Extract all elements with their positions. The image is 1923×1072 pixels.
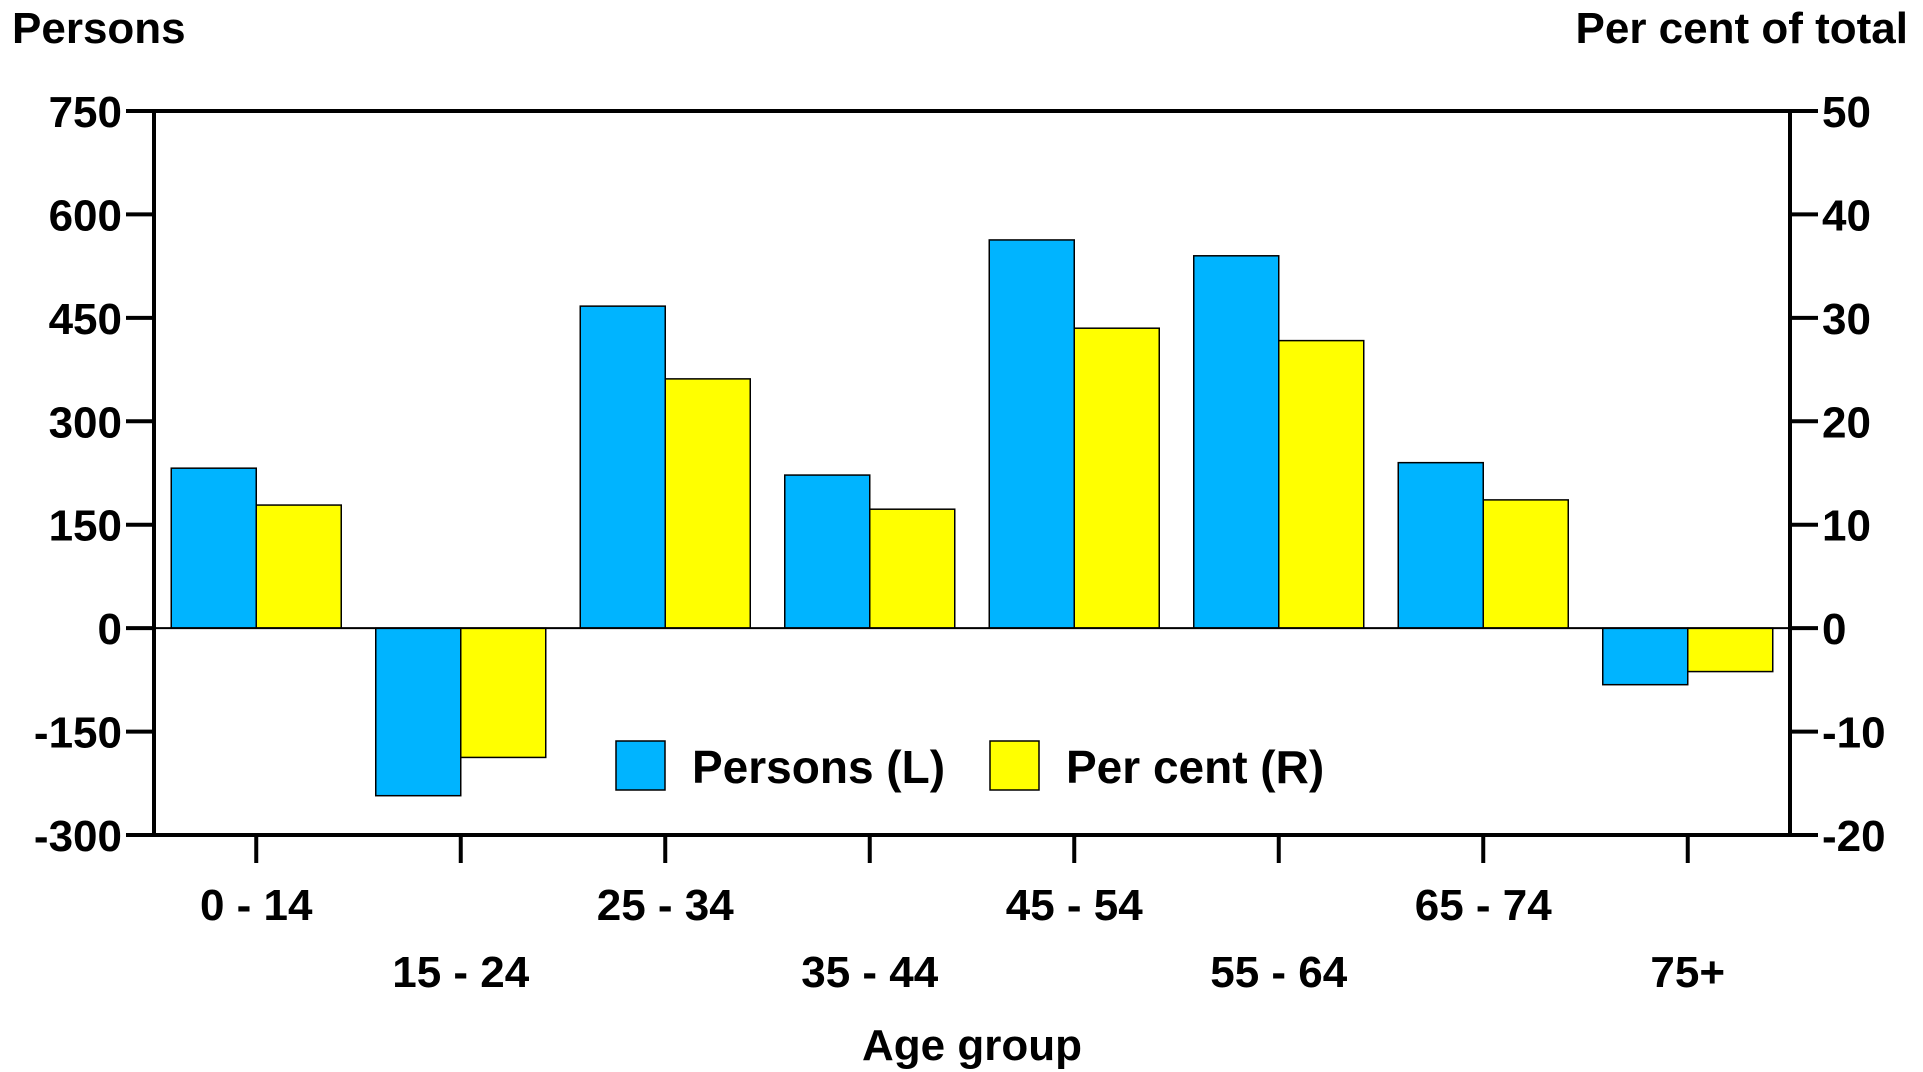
bar-percent: [1687, 627, 1774, 673]
left-tick-label: -300: [34, 812, 122, 861]
right-axis: -20 -10 0 10 20 30 40 50: [1790, 88, 1886, 861]
bar-percent: [664, 378, 751, 629]
legend-swatch-percent: [989, 740, 1040, 791]
right-tick-label: 40: [1822, 191, 1871, 240]
left-tick-label: 450: [49, 295, 122, 344]
x-axis: 0 - 14 15 - 24 25 - 34 35 - 44 45 - 54 55 - 6…: [200, 835, 1725, 997]
legend-label-percent: Per cent (R): [1066, 741, 1324, 793]
x-tick-label: 25 - 34: [597, 881, 735, 930]
bar-persons: [784, 474, 871, 629]
bar-persons: [988, 239, 1075, 629]
left-tick-label: -150: [34, 709, 122, 758]
x-tick-label: 65 - 74: [1415, 881, 1553, 930]
right-tick-label: 10: [1822, 502, 1871, 551]
x-tick-label: 0 - 14: [200, 881, 313, 930]
bar-persons: [1397, 461, 1484, 629]
legend: Persons (L) Per cent (R): [615, 740, 1324, 793]
x-tick-label: 75+: [1650, 948, 1725, 997]
left-tick-label: 300: [49, 398, 122, 447]
right-tick-label: -10: [1822, 709, 1886, 758]
right-tick-label: -20: [1822, 812, 1886, 861]
bar-persons: [375, 627, 462, 797]
bar-persons: [170, 467, 257, 629]
bar-persons: [1193, 255, 1280, 629]
x-tick-label: 55 - 64: [1210, 948, 1348, 997]
bar-percent: [1482, 499, 1569, 629]
bar-percent: [460, 627, 547, 759]
left-axis: -300 -150 0 150 300 450 600 750: [34, 88, 154, 861]
left-tick-label: 150: [49, 502, 122, 551]
x-tick-label: 35 - 44: [801, 948, 939, 997]
right-axis-title: Per cent of total: [1576, 4, 1909, 53]
right-tick-label: 50: [1822, 88, 1871, 137]
bar-persons: [1602, 627, 1689, 686]
bar-percent: [255, 504, 342, 629]
x-axis-title: Age group: [862, 1021, 1082, 1070]
legend-label-persons: Persons (L): [692, 741, 945, 793]
bar-percent: [869, 508, 956, 629]
plot-frame: [152, 109, 1792, 837]
right-tick-label: 20: [1822, 398, 1871, 447]
bar-persons: [579, 305, 666, 629]
x-tick-label: 15 - 24: [392, 948, 530, 997]
right-tick-label: 0: [1822, 605, 1846, 654]
left-axis-title: Persons: [12, 4, 186, 53]
left-tick-label: 600: [49, 191, 122, 240]
x-tick-label: 45 - 54: [1006, 881, 1144, 930]
legend-swatch-persons: [615, 740, 666, 791]
left-tick-label: 0: [98, 605, 122, 654]
bar-percent: [1073, 327, 1160, 629]
left-tick-label: 750: [49, 88, 122, 137]
bar-percent: [1278, 339, 1365, 629]
bars-group: [170, 239, 1774, 797]
right-tick-label: 30: [1822, 295, 1871, 344]
